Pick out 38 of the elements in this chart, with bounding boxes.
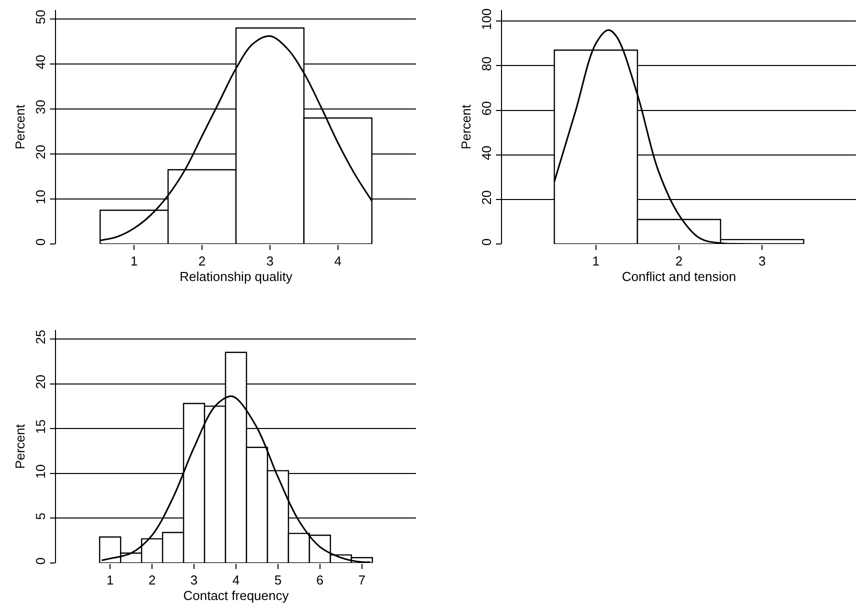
y-tick-label: 0 [478,238,494,246]
y-tick-label: 30 [32,100,48,114]
x-tick-label: 3 [266,254,274,269]
y-tick-label: 5 [32,512,48,520]
y-tick-label: 40 [32,54,48,70]
y-tick-label: 40 [478,146,494,160]
x-tick-label: 4 [232,572,240,588]
y-tick-label: 25 [32,330,48,344]
y-tick-label: 80 [478,56,494,71]
y-tick-label: 0 [32,238,48,246]
y-tick-label: 50 [32,10,48,24]
y-tick-label: 15 [32,419,48,434]
y-axis-title: Percent [458,104,474,150]
x-tick-label: 5 [274,572,282,588]
x-tick-label: 3 [758,254,766,269]
x-tick-label: 2 [675,254,683,269]
y-tick-label: 10 [32,190,48,204]
x-tick-label: 7 [358,572,366,588]
y-tick-label: 100 [478,8,494,30]
x-tick-label: 2 [198,254,206,269]
y-tick-label: 20 [32,144,48,160]
y-tick-label: 10 [32,464,48,479]
x-tick-label: 6 [316,572,324,588]
x-tick-label: 3 [190,572,198,588]
y-tick-label: 60 [478,101,494,116]
x-axis-title: Contact frequency [183,588,290,604]
y-tick-label: 20 [32,374,48,390]
y-tick-label: 20 [478,190,494,205]
x-tick-label: 2 [148,572,156,588]
x-axis-title: Relationship quality [180,269,293,284]
x-tick-label: 1 [130,254,138,269]
x-tick-label: 4 [334,254,342,269]
y-axis-title: Percent [12,104,28,150]
y-axis-title: Percent [12,424,28,469]
y-tick-label: 0 [32,557,48,565]
x-tick-label: 1 [106,572,114,588]
x-tick-label: 1 [592,254,600,269]
x-axis-title: Conflict and tension [622,269,736,284]
